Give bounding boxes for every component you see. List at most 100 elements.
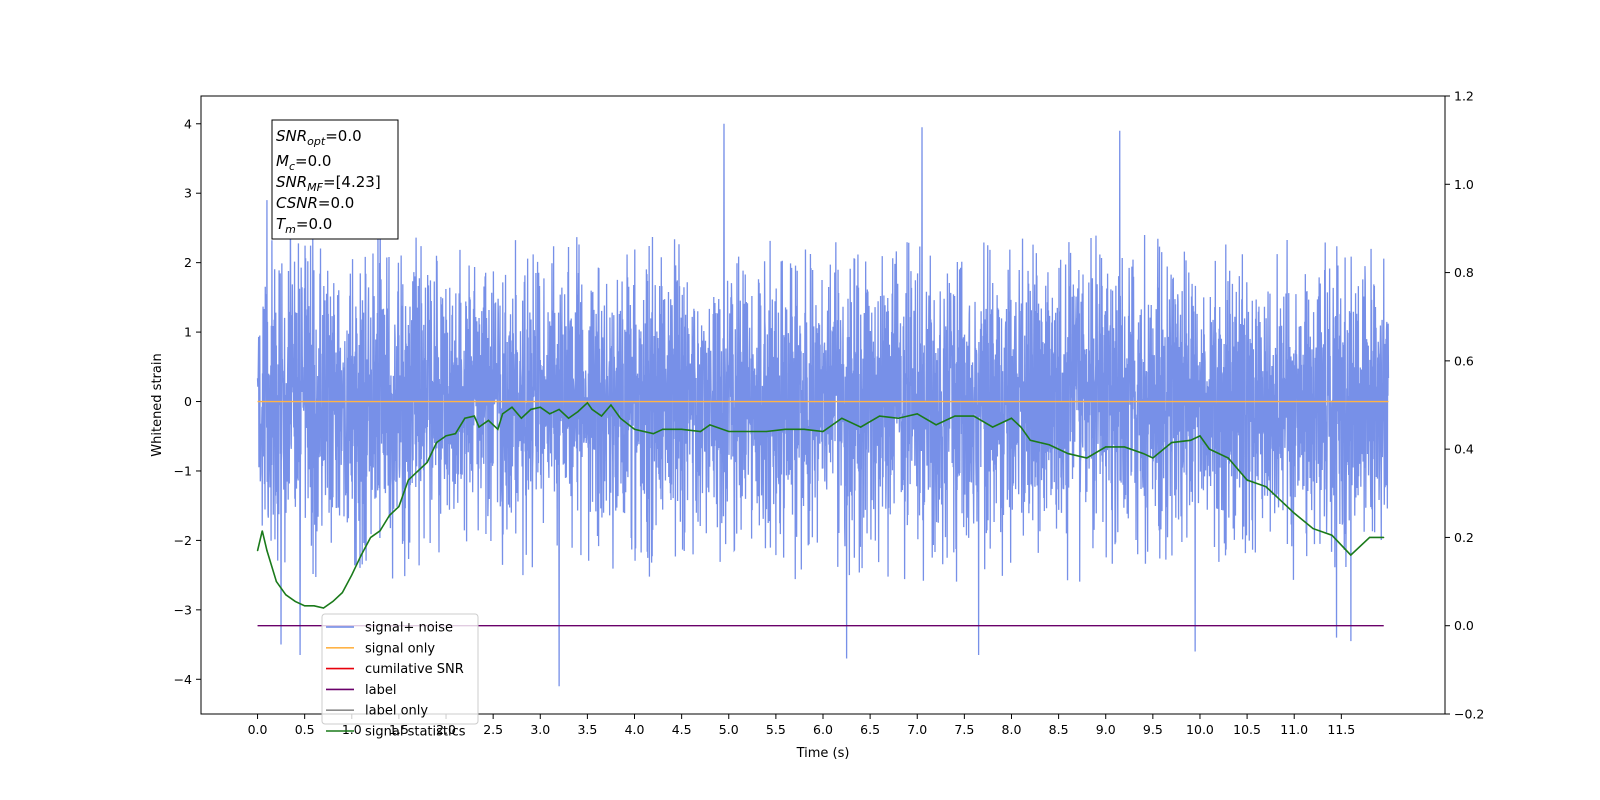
signal-statistics-point bbox=[600, 415, 603, 417]
signal-statistics-point bbox=[511, 406, 513, 408]
signal-statistics-point bbox=[379, 530, 381, 532]
signal-statistics-point bbox=[841, 417, 843, 419]
x-tick-label: 7.5 bbox=[954, 722, 974, 737]
signal-statistics-point bbox=[992, 426, 994, 428]
annotation-frame bbox=[271, 119, 399, 240]
signal-statistics-point bbox=[1350, 554, 1352, 556]
signal-statistics-point bbox=[341, 592, 343, 594]
legend-frame bbox=[321, 613, 479, 725]
signal-statistics-point bbox=[619, 417, 621, 419]
signal-statistics-point bbox=[1105, 446, 1107, 448]
signal-statistics-point bbox=[1142, 452, 1145, 455]
y-left-tick-label: 0 bbox=[184, 394, 192, 409]
signal-statistics-point bbox=[256, 550, 259, 552]
signal-statistics-point bbox=[360, 554, 362, 556]
x-tick-label: 5.0 bbox=[719, 722, 739, 737]
signal-statistics-point bbox=[681, 428, 683, 430]
signal-statistics-point bbox=[285, 594, 287, 596]
signal-statistics-point bbox=[1369, 536, 1371, 539]
x-tick-label: 3.0 bbox=[530, 722, 550, 737]
annotation-line: SNRMF=[4.23] bbox=[276, 173, 381, 194]
signal-statistics-point bbox=[1020, 426, 1022, 428]
x-tick-label: 6.5 bbox=[860, 722, 880, 737]
signal-statistics-point bbox=[633, 428, 636, 430]
y-right-tick-label: 0.0 bbox=[1454, 618, 1474, 633]
signal-statistics-point bbox=[464, 417, 466, 419]
signal-statistics-point bbox=[407, 479, 409, 481]
y-left-tick-label: −4 bbox=[174, 672, 192, 687]
y-right-tick-label: 0.4 bbox=[1454, 442, 1474, 457]
signal-statistics-point bbox=[497, 428, 499, 430]
x-tick-label: 6.0 bbox=[813, 722, 833, 737]
y-left-tick-label: 4 bbox=[184, 116, 192, 131]
signal-statistics-point bbox=[487, 419, 490, 422]
signal-statistics-point bbox=[1227, 457, 1229, 459]
signal-statistics-point bbox=[591, 408, 593, 411]
x-tick-label: 11.5 bbox=[1327, 722, 1355, 737]
axes: 0.0 0.5 1.0 1.5 2.0 2.5 3.0 3.5 4.0 4.5 5.0 5.5 6.0 6… bbox=[150, 89, 1484, 762]
x-tick-label: 10.5 bbox=[1233, 722, 1261, 737]
signal-statistics-point bbox=[294, 600, 296, 603]
signal-statistics-point bbox=[445, 435, 447, 437]
legend-entry: signal only bbox=[365, 641, 435, 656]
annotation-line: Tm=0.0 bbox=[276, 215, 332, 236]
signal-statistics-point bbox=[784, 428, 786, 430]
x-tick-label: 8.5 bbox=[1049, 722, 1069, 737]
legend-entry: signal+ noise bbox=[365, 621, 453, 636]
y-left-tick-label: −1 bbox=[174, 463, 192, 478]
signal-statistics-point bbox=[1246, 479, 1248, 481]
y-left-tick-label: −2 bbox=[174, 533, 192, 548]
x-tick-label: 4.0 bbox=[625, 722, 645, 737]
y-right-tick-label: 1.0 bbox=[1454, 177, 1474, 192]
signal-statistics-point bbox=[549, 413, 551, 415]
signal-statistics-point bbox=[478, 426, 480, 428]
signal-statistics-point bbox=[304, 605, 306, 607]
signal-statistics-point bbox=[261, 530, 263, 532]
y-left-tick-label: −3 bbox=[174, 602, 192, 617]
signal-statistics-point bbox=[1312, 528, 1314, 530]
signal-statistics-point bbox=[860, 426, 862, 428]
signal-statistics-point bbox=[728, 430, 730, 433]
signal-statistics-point bbox=[878, 415, 881, 417]
x-tick-label: 11.0 bbox=[1280, 722, 1308, 737]
legend: signal+ noise signal only cumilative SNR la… bbox=[321, 613, 479, 740]
signal-statistics-point bbox=[1010, 417, 1013, 419]
signal-statistics-point bbox=[426, 461, 428, 463]
signal-statistics-point bbox=[1189, 439, 1192, 441]
signal-statistics-point bbox=[1284, 503, 1286, 505]
x-tick-label: 2.5 bbox=[483, 722, 503, 737]
signal-statistics-point bbox=[322, 607, 325, 609]
signal-statistics-point bbox=[803, 428, 805, 430]
x-tick-label: 7.0 bbox=[907, 722, 927, 737]
signal-statistics-point bbox=[520, 417, 523, 419]
signal-statistics-point bbox=[275, 580, 277, 583]
x-axis-label: Time (s) bbox=[796, 746, 850, 761]
signal-statistics-point bbox=[822, 430, 824, 433]
legend-entry: label only bbox=[365, 704, 428, 719]
y-left-tick-label: 2 bbox=[184, 255, 192, 270]
signal-statistics-point bbox=[436, 441, 438, 444]
signal-statistics-point bbox=[652, 433, 654, 435]
signal-statistics-point bbox=[1029, 439, 1031, 441]
y-right-tick-label: 0.6 bbox=[1454, 353, 1474, 368]
signal-statistics-point bbox=[539, 406, 541, 408]
signal-statistics-point bbox=[266, 550, 268, 552]
signal-statistics-point bbox=[1265, 486, 1267, 488]
signal-statistics-point bbox=[1199, 435, 1201, 437]
x-tick-label: 0.0 bbox=[248, 722, 268, 737]
x-tick-label: 9.0 bbox=[1096, 722, 1116, 737]
signal-statistics-point bbox=[1086, 457, 1088, 459]
signal-statistics-point bbox=[709, 424, 711, 426]
signal-statistics-point bbox=[1123, 446, 1126, 448]
signal-statistics-point bbox=[1067, 452, 1069, 455]
x-tick-label: 8.0 bbox=[1002, 722, 1022, 737]
signal-statistics-point bbox=[530, 408, 532, 411]
signal-statistics-point bbox=[473, 415, 475, 417]
signal-statistics-point bbox=[417, 470, 419, 472]
signal-statistics-point bbox=[1208, 448, 1210, 450]
legend-entry: signal statistics bbox=[365, 725, 466, 740]
signal-statistics-point bbox=[501, 413, 504, 415]
y-left-tick-label: 1 bbox=[184, 325, 192, 340]
signal-statistics-point bbox=[577, 411, 579, 413]
